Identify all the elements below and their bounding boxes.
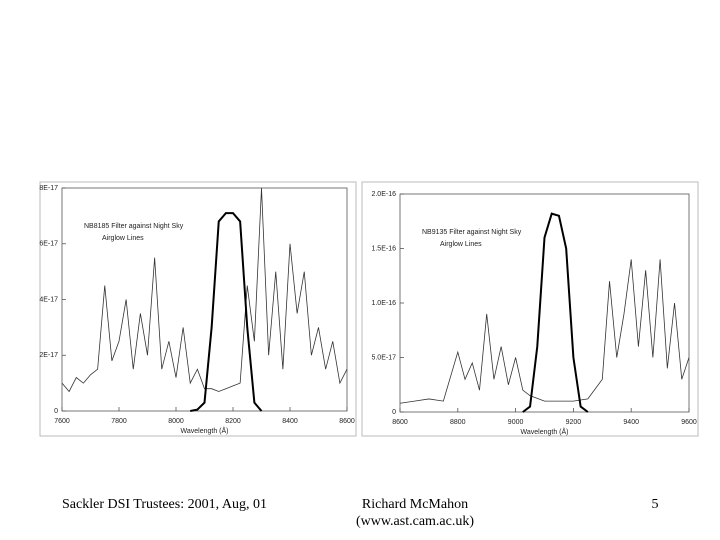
annotation: Airglow Lines <box>102 235 144 242</box>
x-tick-label: 7600 <box>54 418 70 425</box>
x-tick-label: 8800 <box>450 419 466 426</box>
page-number: 5 <box>652 497 659 512</box>
x-axis-label: Wavelength (Å) <box>181 426 229 435</box>
x-tick-label: 8200 <box>225 418 241 425</box>
line <box>190 212 263 412</box>
footer-center: Richard McMahon <box>362 497 468 512</box>
y-tick-label: 0 <box>392 409 396 416</box>
annotation: Airglow Lines <box>440 241 482 248</box>
plot-image-frame <box>39 181 357 437</box>
x-tick-label: 7800 <box>111 418 127 425</box>
x-tick-label: 8600 <box>339 418 355 425</box>
line <box>522 212 589 413</box>
x-tick-label: 8400 <box>282 418 298 425</box>
annotation: NB9135 Filter against Night Sky <box>422 229 522 236</box>
y-tick-label: 2.0E-16 <box>371 191 396 198</box>
x-tick-label: 9400 <box>623 419 639 426</box>
x-tick-label: 8600 <box>392 419 408 426</box>
footer-left: Sackler DSI Trustees: 2001, Aug, 01 <box>62 497 267 512</box>
x-tick-label: 8000 <box>168 418 184 425</box>
line <box>61 187 348 393</box>
y-tick-label: 1.5E-16 <box>371 245 396 252</box>
y-tick-label: 0 <box>54 408 58 415</box>
y-tick-label: 8E-17 <box>39 185 58 192</box>
line <box>399 259 690 404</box>
plot-image-frame <box>361 181 699 437</box>
annotation: NB8185 Filter against Night Sky <box>84 223 184 230</box>
y-tick-label: 4E-17 <box>39 296 58 303</box>
x-axis-label: Wavelength (Å) <box>521 427 569 436</box>
x-tick-label: 9200 <box>566 419 582 426</box>
y-tick-label: 1.0E-16 <box>371 300 396 307</box>
footer-center: (www.ast.cam.ac.uk) <box>356 514 474 529</box>
y-tick-label: 2E-17 <box>39 352 58 359</box>
x-tick-label: 9000 <box>508 419 524 426</box>
y-tick-label: 6E-17 <box>39 241 58 248</box>
x-tick-label: 9600 <box>681 419 697 426</box>
y-tick-label: 5.0E-17 <box>371 354 396 361</box>
